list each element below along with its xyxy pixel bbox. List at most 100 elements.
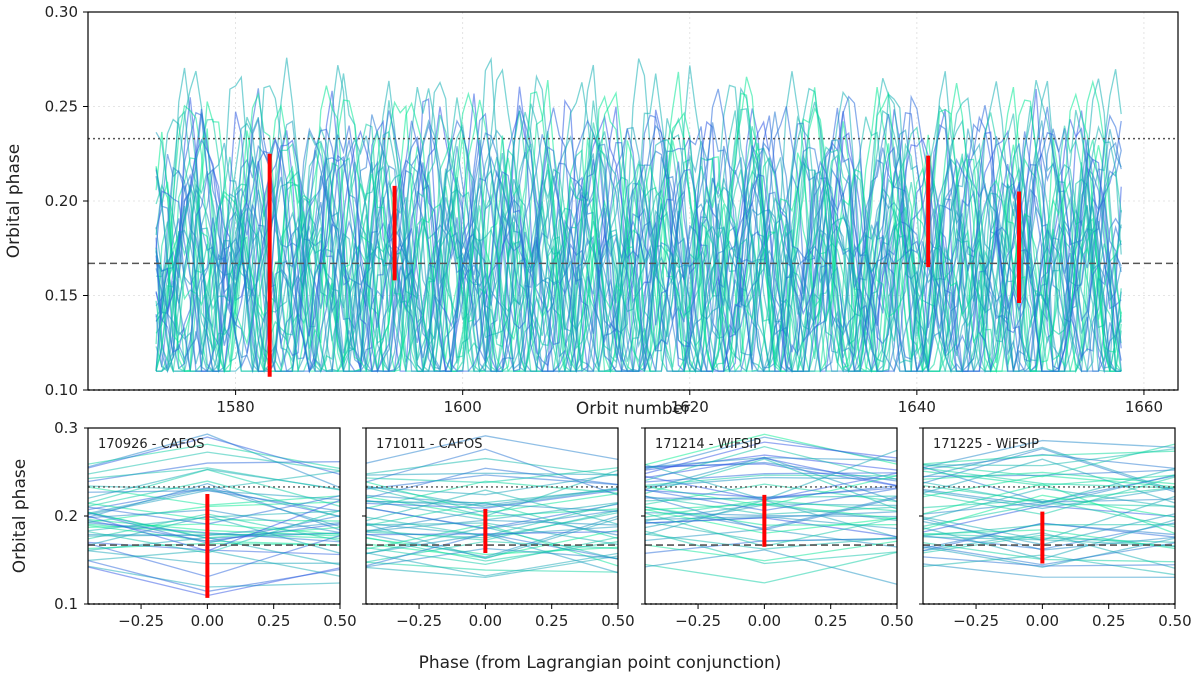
simulated-track — [645, 540, 897, 562]
simulated-track — [155, 227, 1122, 372]
simulated-track — [923, 483, 1175, 535]
simulated-track — [366, 467, 618, 484]
simulated-track — [923, 453, 1175, 470]
simulated-track — [155, 131, 1122, 374]
simulated-track — [366, 472, 618, 476]
simulated-track — [923, 446, 1175, 491]
simulated-track — [923, 542, 1175, 566]
simulated-track — [923, 448, 1175, 493]
simulated-track — [155, 71, 1122, 374]
top-panel: 1580 1600 1620 1640 1660 0.10 0.15 0.20 0.25 0.30… — [4, 3, 1179, 419]
simulated-track — [366, 536, 618, 566]
top-ytick-label: 0.20 — [45, 192, 78, 210]
simulated-track — [88, 490, 340, 512]
top-ytick-label: 0.30 — [45, 3, 78, 21]
bottom-xtick-label: 0.00 — [469, 612, 502, 630]
bottom-panel-2: 171011 - CAFOS −0.25 0.00 0.25 0.50 — [362, 427, 635, 630]
simulated-track — [645, 445, 897, 482]
simulated-track — [155, 119, 1122, 294]
simulated-track — [366, 448, 618, 496]
bottom-panels: 170926 - CAFOS −0.25 0.00 0.25 0.50 0.1 0.2 0.3… — [54, 419, 1192, 630]
simulated-track — [923, 505, 1175, 533]
simulated-track — [645, 533, 897, 550]
simulated-track — [366, 537, 618, 556]
simulated-track — [923, 556, 1175, 567]
simulated-track — [366, 487, 618, 506]
bottom-y-axis-label: Orbital phase — [10, 459, 30, 573]
simulated-track — [366, 494, 618, 513]
simulated-track — [155, 101, 1122, 353]
simulated-track — [923, 471, 1175, 485]
simulated-track — [645, 441, 897, 475]
simulated-track — [645, 456, 897, 502]
simulated-track — [923, 448, 1175, 467]
simulated-track — [366, 515, 618, 558]
simulated-track — [645, 551, 897, 584]
top-ytick-label: 0.15 — [45, 287, 78, 305]
figure-labels: Orbital phase Phase (from Lagrangian poin… — [10, 459, 781, 673]
simulated-track — [156, 198, 1122, 373]
bottom-ytick-label: 0.3 — [54, 419, 78, 437]
simulated-track — [366, 435, 618, 464]
simulated-track — [366, 489, 618, 509]
top-x-axis-label: Orbit number — [576, 399, 690, 419]
top-xtick-label: 1640 — [898, 398, 936, 416]
bottom-simulated-tracks — [645, 433, 897, 585]
bottom-panel-title: 171214 - WiFSIP — [655, 437, 761, 452]
simulated-track — [366, 473, 618, 496]
simulated-track — [923, 499, 1175, 528]
simulated-track — [88, 566, 340, 597]
simulated-track — [155, 157, 1122, 328]
bottom-panel-3: 171214 - WiFSIP −0.25 0.00 0.25 0.50 — [641, 427, 914, 630]
simulated-track — [155, 142, 1122, 374]
simulated-track — [645, 454, 897, 471]
bottom-panel-title: 170926 - CAFOS — [98, 437, 205, 452]
top-xtick-label: 1660 — [1125, 398, 1163, 416]
bottom-xtick-label: 0.25 — [814, 612, 847, 630]
simulated-track — [366, 529, 618, 559]
simulated-track — [923, 494, 1175, 531]
bottom-xtick-label: −0.25 — [396, 612, 442, 630]
bottom-xtick-label: 0.25 — [1092, 612, 1125, 630]
top-xtick-label: 1620 — [671, 398, 709, 416]
simulated-track — [366, 457, 618, 477]
simulated-track — [923, 470, 1175, 487]
simulated-track — [366, 480, 618, 509]
bottom-xtick-label: −0.25 — [953, 612, 999, 630]
simulated-track — [923, 537, 1175, 568]
simulated-track — [645, 436, 897, 470]
simulated-track — [366, 561, 618, 573]
simulated-track — [923, 439, 1175, 469]
simulated-track — [366, 517, 618, 560]
bottom-panel-title: 171225 - WiFSIP — [933, 437, 1039, 452]
simulated-track — [366, 552, 618, 577]
simulated-track — [923, 458, 1175, 504]
bottom-simulated-tracks — [923, 439, 1175, 578]
bottom-xtick-label: 0.50 — [601, 612, 634, 630]
simulated-track — [88, 487, 340, 517]
top-y-axis-label: Orbital phase — [4, 144, 24, 258]
simulated-track — [923, 498, 1175, 515]
bottom-panel-1: 170926 - CAFOS −0.25 0.00 0.25 0.50 0.1 0.2 0.3 — [54, 419, 357, 630]
simulated-track — [88, 470, 340, 490]
simulated-track — [366, 489, 618, 525]
bottom-simulated-tracks — [88, 433, 340, 597]
bottom-simulated-tracks — [366, 435, 618, 579]
simulated-track — [366, 485, 618, 508]
top-ytick-label: 0.10 — [45, 381, 78, 399]
simulated-track — [88, 467, 340, 491]
simulated-track — [645, 476, 897, 488]
simulated-track — [923, 487, 1175, 510]
top-ytick-label: 0.25 — [45, 98, 78, 116]
bottom-xtick-label: −0.25 — [675, 612, 721, 630]
simulated-track — [645, 474, 897, 487]
bottom-ytick-label: 0.2 — [54, 507, 78, 525]
top-simulated-tracks — [155, 56, 1122, 374]
simulated-track — [88, 487, 340, 527]
simulated-track — [923, 450, 1175, 465]
simulated-track — [645, 457, 897, 487]
bottom-xtick-label: 0.50 — [323, 612, 356, 630]
top-xtick-label: 1600 — [444, 398, 482, 416]
simulated-track — [645, 549, 897, 585]
